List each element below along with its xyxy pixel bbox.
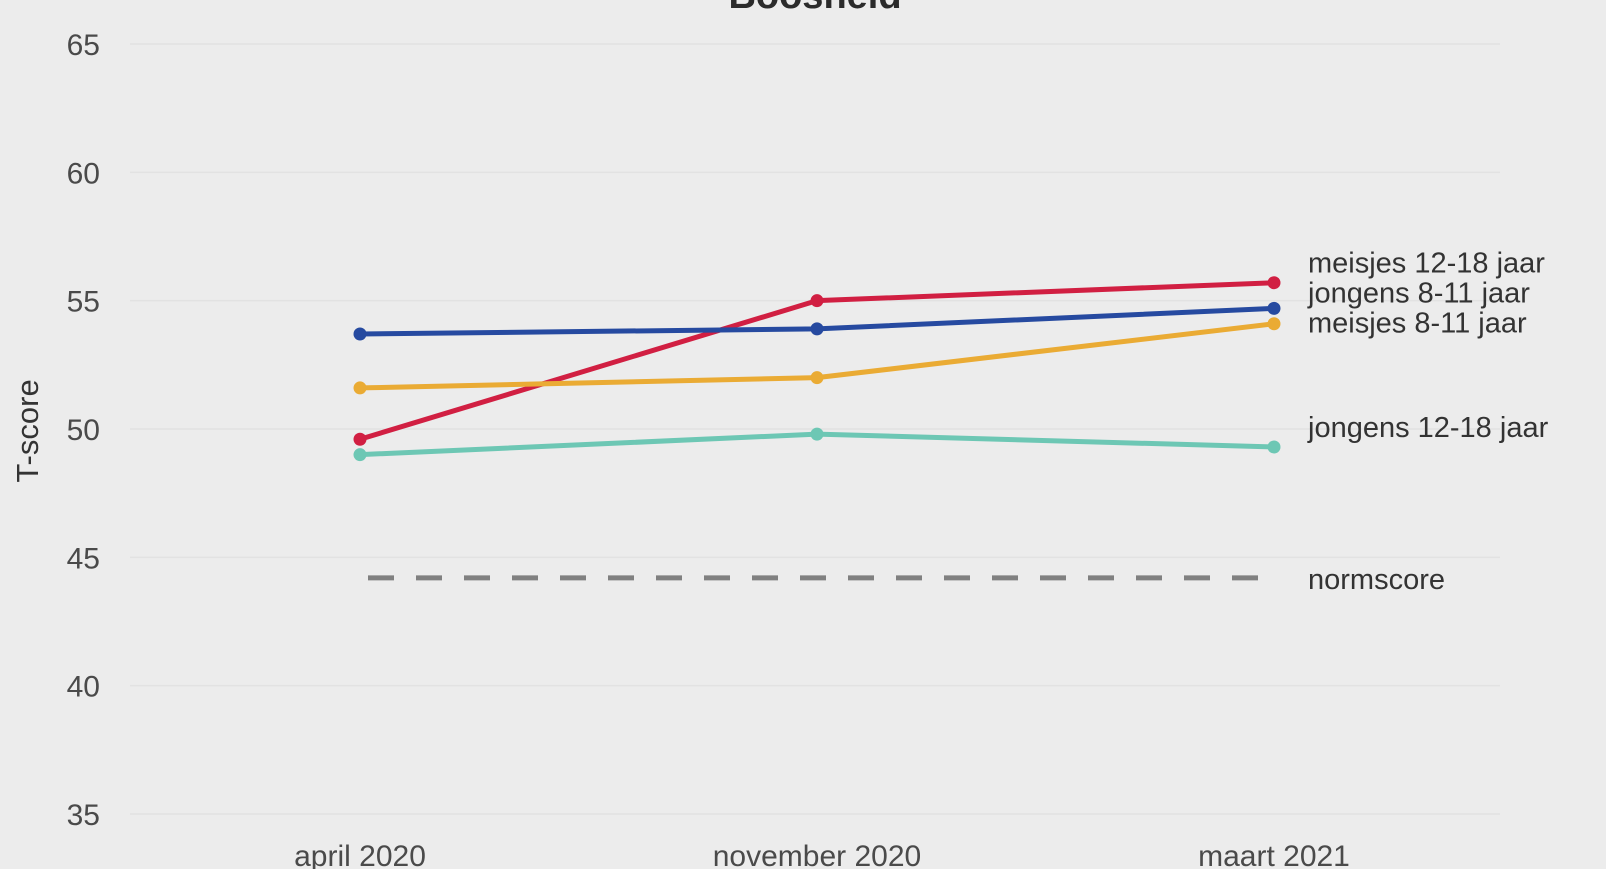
data-point: [1267, 440, 1281, 454]
data-point: [1267, 276, 1281, 290]
data-point: [1267, 317, 1281, 331]
y-tick-label: 35: [67, 799, 100, 832]
y-tick-label: 45: [67, 542, 100, 575]
data-point: [353, 448, 367, 462]
data-point: [353, 327, 367, 341]
y-axis-title: T-score: [10, 379, 45, 482]
normscore-label: normscore: [1308, 564, 1445, 596]
chart-title: Boosheid: [728, 0, 901, 17]
data-point: [353, 432, 367, 446]
y-tick-label: 50: [67, 414, 100, 447]
series-label: jongens 8-11 jaar: [1307, 278, 1530, 310]
y-tick-label: 55: [67, 286, 100, 319]
data-point: [353, 381, 367, 395]
data-point: [810, 427, 824, 441]
series-label: jongens 12-18 jaar: [1307, 412, 1549, 444]
y-tick-label: 65: [67, 29, 100, 62]
x-tick-label: april 2020: [294, 840, 426, 869]
data-point: [810, 294, 824, 308]
y-tick-label: 60: [67, 157, 100, 190]
data-point: [810, 322, 824, 336]
series-label: meisjes 12-18 jaar: [1308, 248, 1545, 280]
x-tick-label: november 2020: [713, 840, 921, 869]
series-label: meisjes 8-11 jaar: [1308, 308, 1527, 340]
data-point: [810, 371, 824, 385]
y-tick-label: 40: [67, 671, 100, 704]
data-point: [1267, 301, 1281, 315]
x-tick-label: maart 2021: [1198, 840, 1350, 869]
